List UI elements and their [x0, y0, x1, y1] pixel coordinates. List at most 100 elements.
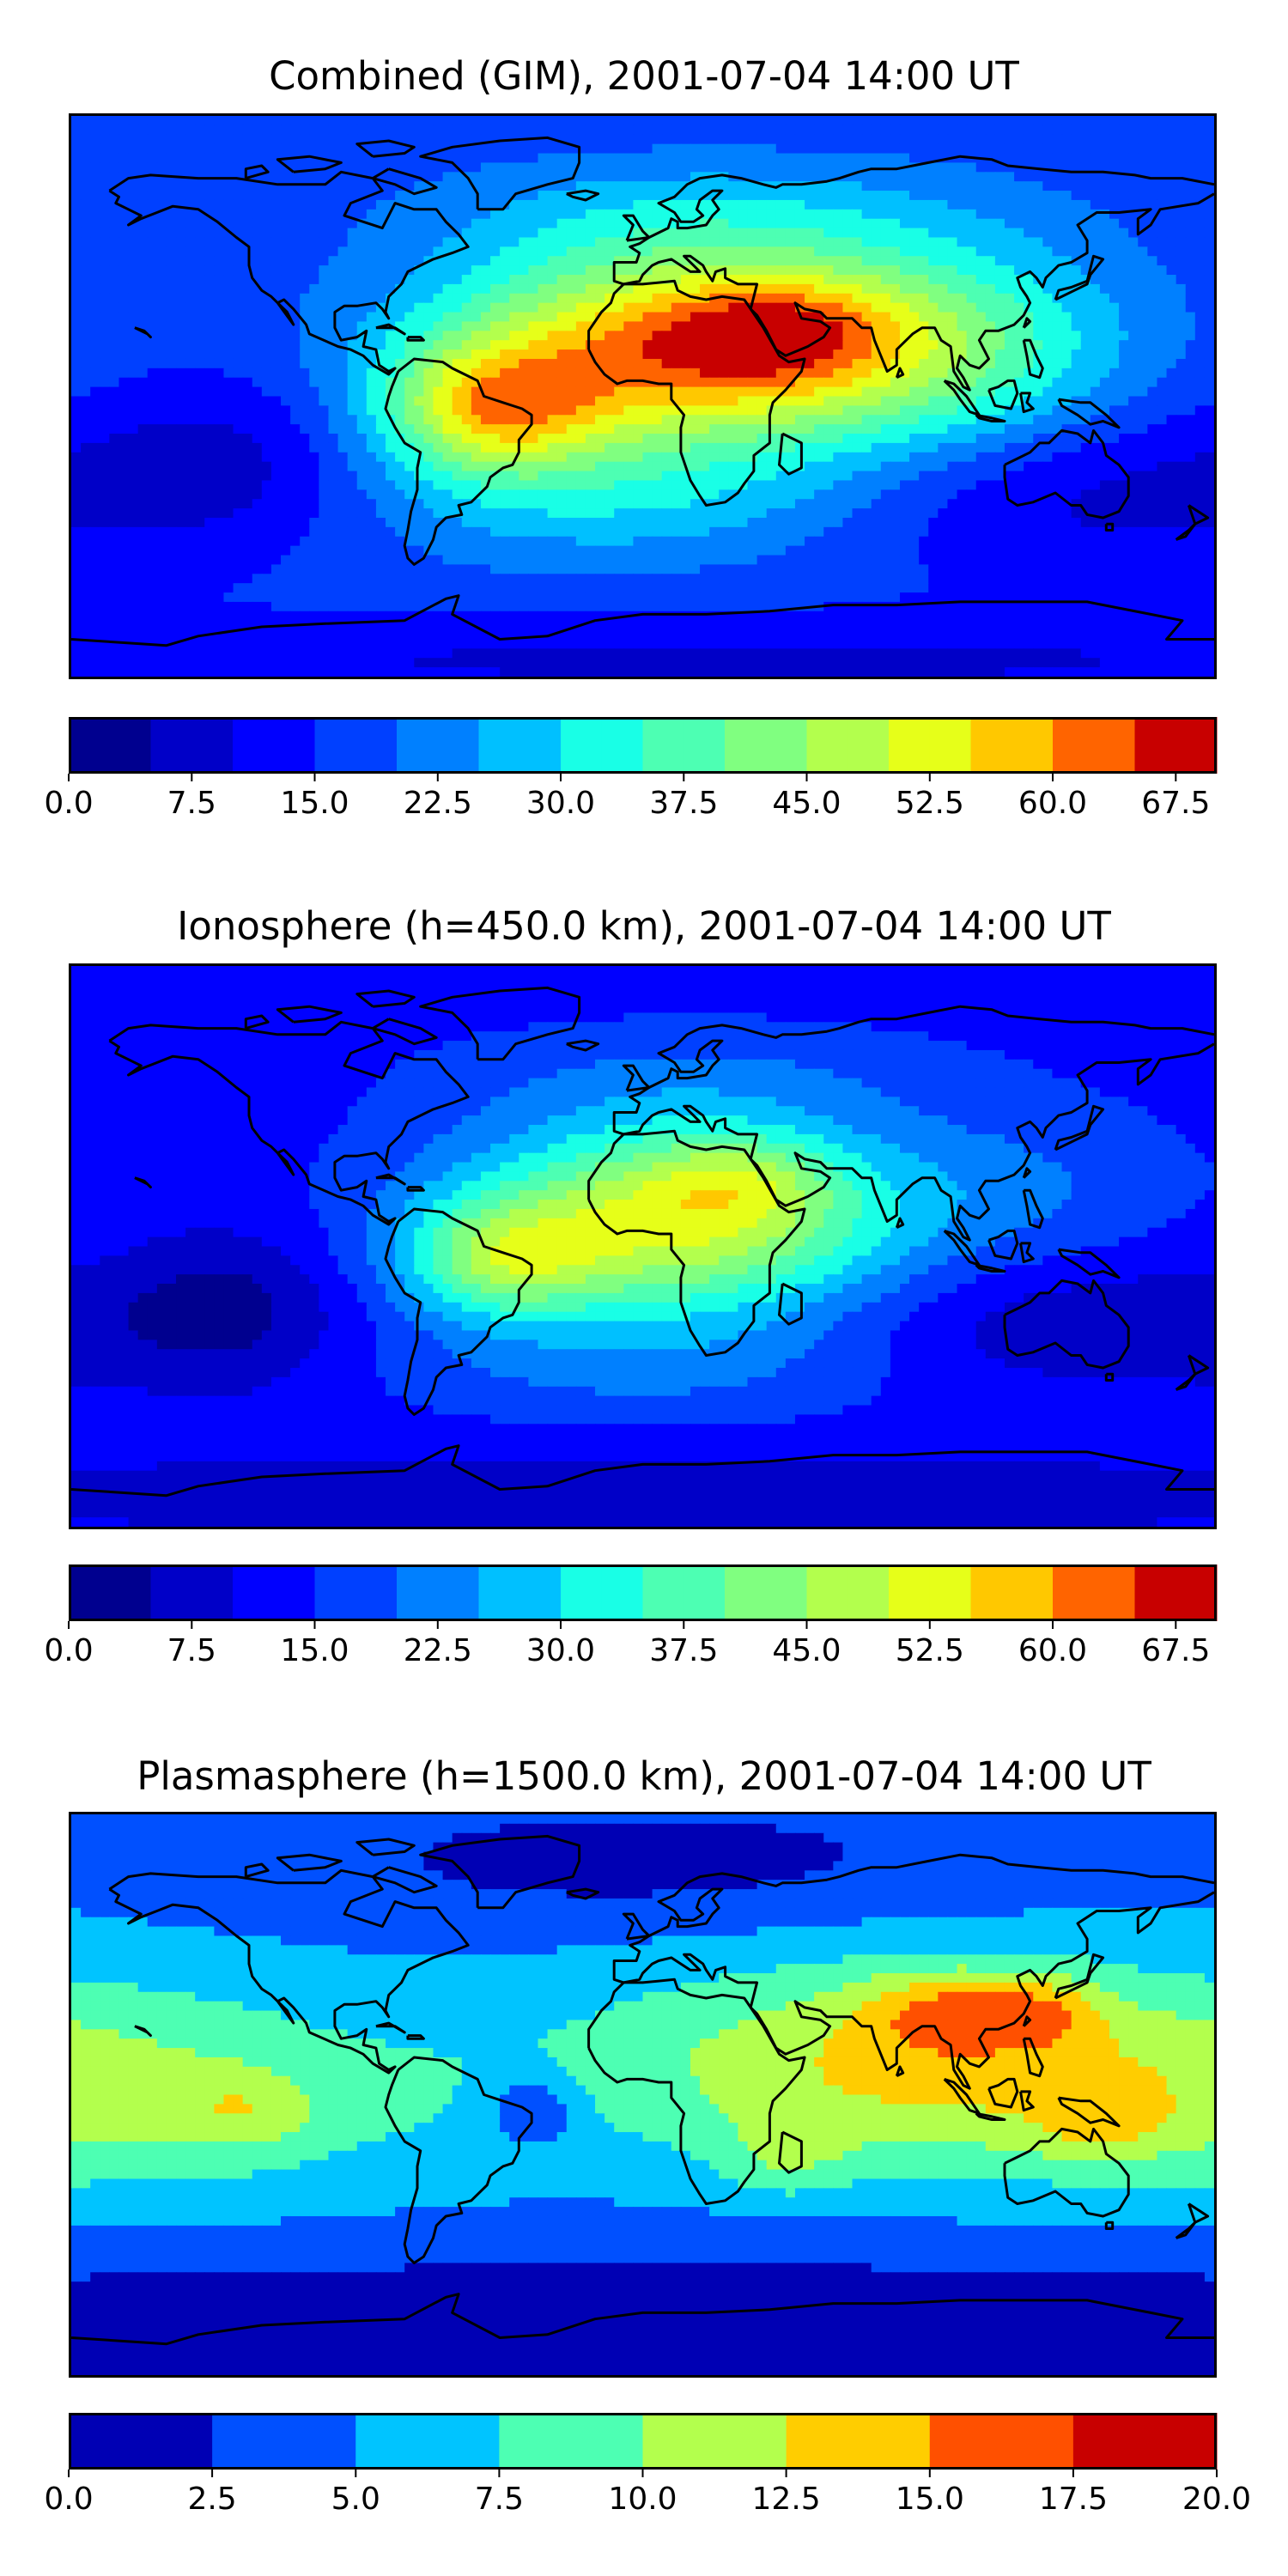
heatmap-cell	[223, 480, 234, 490]
heatmap-cell	[966, 191, 977, 201]
heatmap-cell	[375, 172, 386, 182]
heatmap-cell	[575, 237, 586, 247]
heatmap-cell	[261, 275, 272, 285]
heatmap-cell	[1033, 153, 1043, 164]
heatmap-cell	[490, 191, 501, 201]
heatmap-cell	[671, 471, 682, 482]
heatmap-cell	[738, 386, 749, 398]
heatmap-cell	[728, 396, 739, 406]
heatmap-cell	[642, 358, 653, 369]
heatmap-cell	[1024, 452, 1034, 463]
heatmap-cell	[614, 125, 624, 136]
heatmap-cell	[556, 358, 568, 369]
heatmap-cell	[195, 471, 205, 482]
heatmap-cell	[842, 349, 854, 360]
heatmap-cell	[347, 405, 358, 416]
heatmap-cell	[994, 312, 1005, 323]
heatmap-cell	[204, 377, 215, 388]
heatmap-cell	[556, 349, 568, 360]
heatmap-cell	[994, 452, 1005, 463]
heatmap-cell	[356, 153, 368, 164]
heatmap-cell	[785, 480, 796, 490]
heatmap-cell	[957, 312, 968, 323]
heatmap-cell	[204, 125, 215, 136]
heatmap-cell	[585, 452, 596, 463]
heatmap-cell	[1128, 143, 1139, 155]
heatmap-cell	[252, 331, 263, 341]
heatmap-cell	[128, 302, 139, 313]
heatmap-cell	[166, 489, 177, 500]
heatmap-cell	[471, 162, 482, 173]
heatmap-cell	[337, 125, 349, 136]
heatmap-cell	[566, 199, 577, 210]
heatmap-cell	[509, 405, 519, 416]
heatmap-cell	[700, 162, 710, 173]
heatmap-cell	[1080, 162, 1091, 173]
heatmap-cell	[919, 349, 929, 360]
heatmap-cell	[957, 256, 968, 266]
heatmap-cell	[233, 452, 244, 463]
heatmap-cell	[1119, 283, 1129, 295]
heatmap-cell	[595, 116, 605, 126]
heatmap-cell	[118, 191, 130, 201]
heatmap-cell	[214, 312, 225, 323]
heatmap-cell	[1119, 199, 1129, 210]
heatmap-cell	[81, 471, 91, 482]
heatmap-cell	[642, 461, 653, 472]
heatmap-cell	[1090, 489, 1101, 500]
heatmap-cell	[452, 237, 463, 247]
heatmap-cell	[452, 415, 463, 425]
heatmap-cell	[966, 396, 977, 406]
heatmap-cell	[938, 275, 949, 285]
heatmap-cell	[756, 349, 768, 360]
heatmap-cell	[100, 452, 110, 463]
heatmap-cell	[975, 246, 987, 257]
heatmap-cell	[994, 340, 1005, 350]
heatmap-cell	[233, 349, 244, 360]
heatmap-cell	[566, 312, 577, 323]
heatmap-cell	[204, 246, 215, 257]
heatmap-cell	[300, 489, 310, 500]
heatmap-cell	[1204, 386, 1214, 398]
heatmap-cell	[233, 256, 244, 266]
heatmap-cell	[375, 237, 386, 247]
heatmap-cell	[128, 340, 139, 350]
heatmap-cell	[1042, 489, 1054, 500]
heatmap-cell	[890, 340, 901, 350]
heatmap-cell	[1157, 209, 1168, 220]
heatmap-cell	[690, 358, 701, 369]
heatmap-cell	[1185, 349, 1196, 360]
heatmap-cell	[261, 396, 272, 406]
heatmap-cell	[270, 199, 282, 210]
heatmap-cell	[1061, 312, 1072, 323]
heatmap-cell	[928, 471, 939, 482]
heatmap-cell	[500, 256, 510, 266]
heatmap-cell	[899, 321, 910, 331]
heatmap-cell	[319, 368, 330, 379]
heatmap-cell	[442, 461, 453, 472]
heatmap-cell	[300, 405, 310, 416]
heatmap-cell	[690, 405, 701, 416]
heatmap-cell	[1119, 191, 1129, 201]
heatmap-cell	[319, 480, 330, 490]
heatmap-cell	[1204, 116, 1214, 126]
heatmap-cell	[461, 415, 472, 425]
heatmap-cell	[899, 461, 910, 472]
heatmap-cell	[414, 162, 424, 173]
heatmap-cell	[433, 340, 444, 350]
heatmap-cell	[490, 256, 501, 266]
heatmap-cell	[738, 489, 749, 500]
heatmap-cell	[566, 134, 577, 145]
heatmap-cell	[300, 191, 310, 201]
heatmap-cell	[214, 293, 225, 304]
heatmap-cell	[1138, 302, 1148, 313]
heatmap-cell	[1033, 396, 1043, 406]
heatmap-cell	[1119, 293, 1129, 304]
heatmap-cell	[204, 340, 215, 350]
heatmap-cell	[719, 415, 729, 425]
heatmap-cell	[156, 424, 167, 434]
heatmap-cell	[509, 396, 519, 406]
heatmap-cell	[585, 434, 596, 444]
heatmap-cell	[252, 499, 263, 509]
heatmap-cell	[156, 321, 167, 331]
